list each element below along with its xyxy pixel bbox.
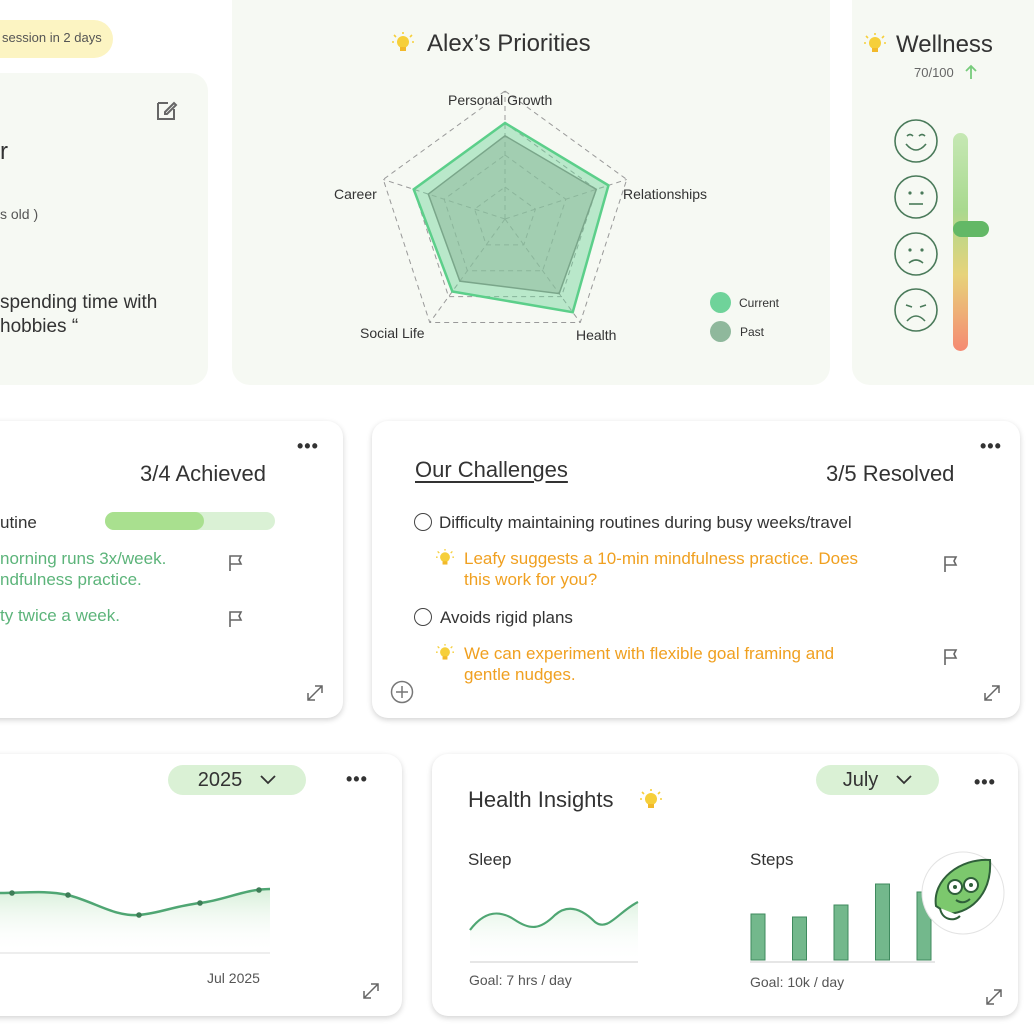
priorities-title: Alex’s Priorities: [427, 30, 591, 57]
trend-point: [256, 887, 262, 893]
neutral-face-icon[interactable]: [893, 174, 939, 220]
challenge-2-checkbox[interactable]: [414, 608, 432, 626]
challenge-2-tip-line2: gentle nudges.: [464, 665, 576, 684]
challenge-1-checkbox[interactable]: [414, 513, 432, 531]
goals-menu-button[interactable]: •••: [297, 436, 319, 456]
challenge-1-tip-line2: this work for you?: [464, 570, 598, 589]
sleep-line: [469, 901, 639, 931]
chevron-down-icon: [896, 775, 912, 785]
radar-series-past: [427, 134, 598, 295]
challenge-1-tip-line1: Leafy suggests a 10-min mindfulness prac…: [464, 549, 859, 568]
trend-point: [65, 892, 71, 898]
year-dropdown-value: 2025: [197, 768, 243, 791]
leafy-mascot-avatar[interactable]: [920, 850, 1006, 936]
goal-suggestion-2: ty twice a week.: [0, 606, 120, 625]
goals-card: [0, 421, 343, 718]
flag-icon[interactable]: [227, 610, 245, 628]
trend-line-chart: [0, 887, 271, 954]
challenge-1-label: Difficulty maintaining routines during b…: [439, 513, 852, 532]
goal-suggestion-1-line1: norning runs 3x/week.: [0, 549, 167, 568]
flag-icon[interactable]: [942, 648, 960, 666]
lightbulb-icon: [436, 644, 454, 662]
very-sad-face-icon[interactable]: [893, 287, 939, 333]
trend-menu-button[interactable]: •••: [346, 769, 368, 789]
edit-icon[interactable]: [155, 98, 179, 122]
year-dropdown[interactable]: 2025: [168, 765, 306, 795]
profile-age: s old ): [0, 206, 39, 222]
radar-axis-label-personal-growth: Personal Growth: [448, 92, 553, 108]
wellness-title: Wellness: [896, 31, 993, 58]
steps-label: Steps: [750, 850, 794, 869]
steps-goal: Goal: 10k / day: [750, 974, 845, 990]
challenge-2-tip-line1: We can experiment with flexible goal fra…: [464, 644, 835, 663]
health-insights-card: [432, 754, 1018, 1016]
legend-past-swatch: [710, 321, 731, 342]
legend-past-label: Past: [740, 325, 765, 339]
trend-x-label: Jul 2025: [207, 970, 260, 986]
flag-icon[interactable]: [942, 555, 960, 573]
lightbulb-icon: [436, 549, 454, 567]
goal-suggestion-1-line2: ndfulness practice.: [0, 570, 142, 589]
radar-axis-label-career: Career: [334, 186, 377, 202]
challenges-title[interactable]: Our Challenges: [415, 457, 568, 482]
goal-item-label: utine: [0, 513, 37, 532]
steps-bar: [833, 904, 849, 961]
trend-point: [197, 900, 203, 906]
chevron-down-icon: [260, 775, 276, 785]
steps-bar: [750, 913, 766, 961]
arrow-up-icon: [965, 64, 977, 80]
legend-current-label: Current: [739, 296, 780, 310]
health-title: Health Insights: [468, 787, 614, 812]
flag-icon[interactable]: [227, 554, 245, 572]
lightbulb-icon: [640, 789, 662, 811]
steps-bar: [792, 916, 807, 961]
expand-icon[interactable]: [362, 982, 380, 1000]
health-menu-button[interactable]: •••: [974, 772, 996, 792]
profile-quote-line2: hobbies “: [0, 316, 79, 337]
radar-axis-label-relationships: Relationships: [623, 186, 708, 202]
goal-progress-fill: [105, 512, 204, 530]
session-banner-text: session in 2 days: [2, 30, 102, 45]
expand-icon[interactable]: [983, 684, 1001, 702]
trend-point: [9, 890, 15, 896]
sleep-label: Sleep: [468, 850, 512, 869]
wellness-slider-handle[interactable]: [953, 220, 989, 237]
trend-point: [136, 912, 142, 918]
month-dropdown[interactable]: July: [816, 765, 939, 795]
profile-card: [0, 73, 208, 385]
very-happy-face-icon[interactable]: [893, 118, 939, 164]
challenges-menu-button[interactable]: •••: [980, 436, 1002, 456]
legend-current-swatch: [710, 292, 731, 313]
expand-icon[interactable]: [306, 684, 324, 702]
steps-bar: [875, 883, 890, 961]
radar-axis-label-social-life: Social Life: [360, 325, 425, 341]
trend-card: [0, 754, 402, 1016]
challenges-card: [372, 421, 1020, 718]
sad-face-icon[interactable]: [893, 231, 939, 277]
profile-name: r: [0, 138, 8, 165]
challenges-summary: 3/5 Resolved: [826, 461, 955, 486]
month-dropdown-value: July: [842, 768, 879, 791]
sleep-wave-chart: [469, 901, 639, 963]
profile-quote-line1: spending time with: [0, 292, 158, 313]
wellness-card: [852, 0, 1034, 385]
lightbulb-icon: [864, 33, 886, 55]
wellness-score: 70/100: [914, 65, 954, 80]
add-challenge-icon[interactable]: [390, 680, 414, 704]
session-banner: [0, 20, 113, 58]
expand-icon[interactable]: [985, 988, 1003, 1006]
challenge-2-label: Avoids rigid plans: [440, 608, 573, 627]
goals-summary: 3/4 Achieved: [140, 461, 266, 486]
lightbulb-icon: [392, 32, 414, 54]
sleep-goal: Goal: 7 hrs / day: [469, 972, 572, 988]
wellness-slider-track[interactable]: [953, 133, 968, 351]
steps-bar-chart: [750, 883, 935, 963]
radar-axis-label-health: Health: [576, 327, 617, 343]
